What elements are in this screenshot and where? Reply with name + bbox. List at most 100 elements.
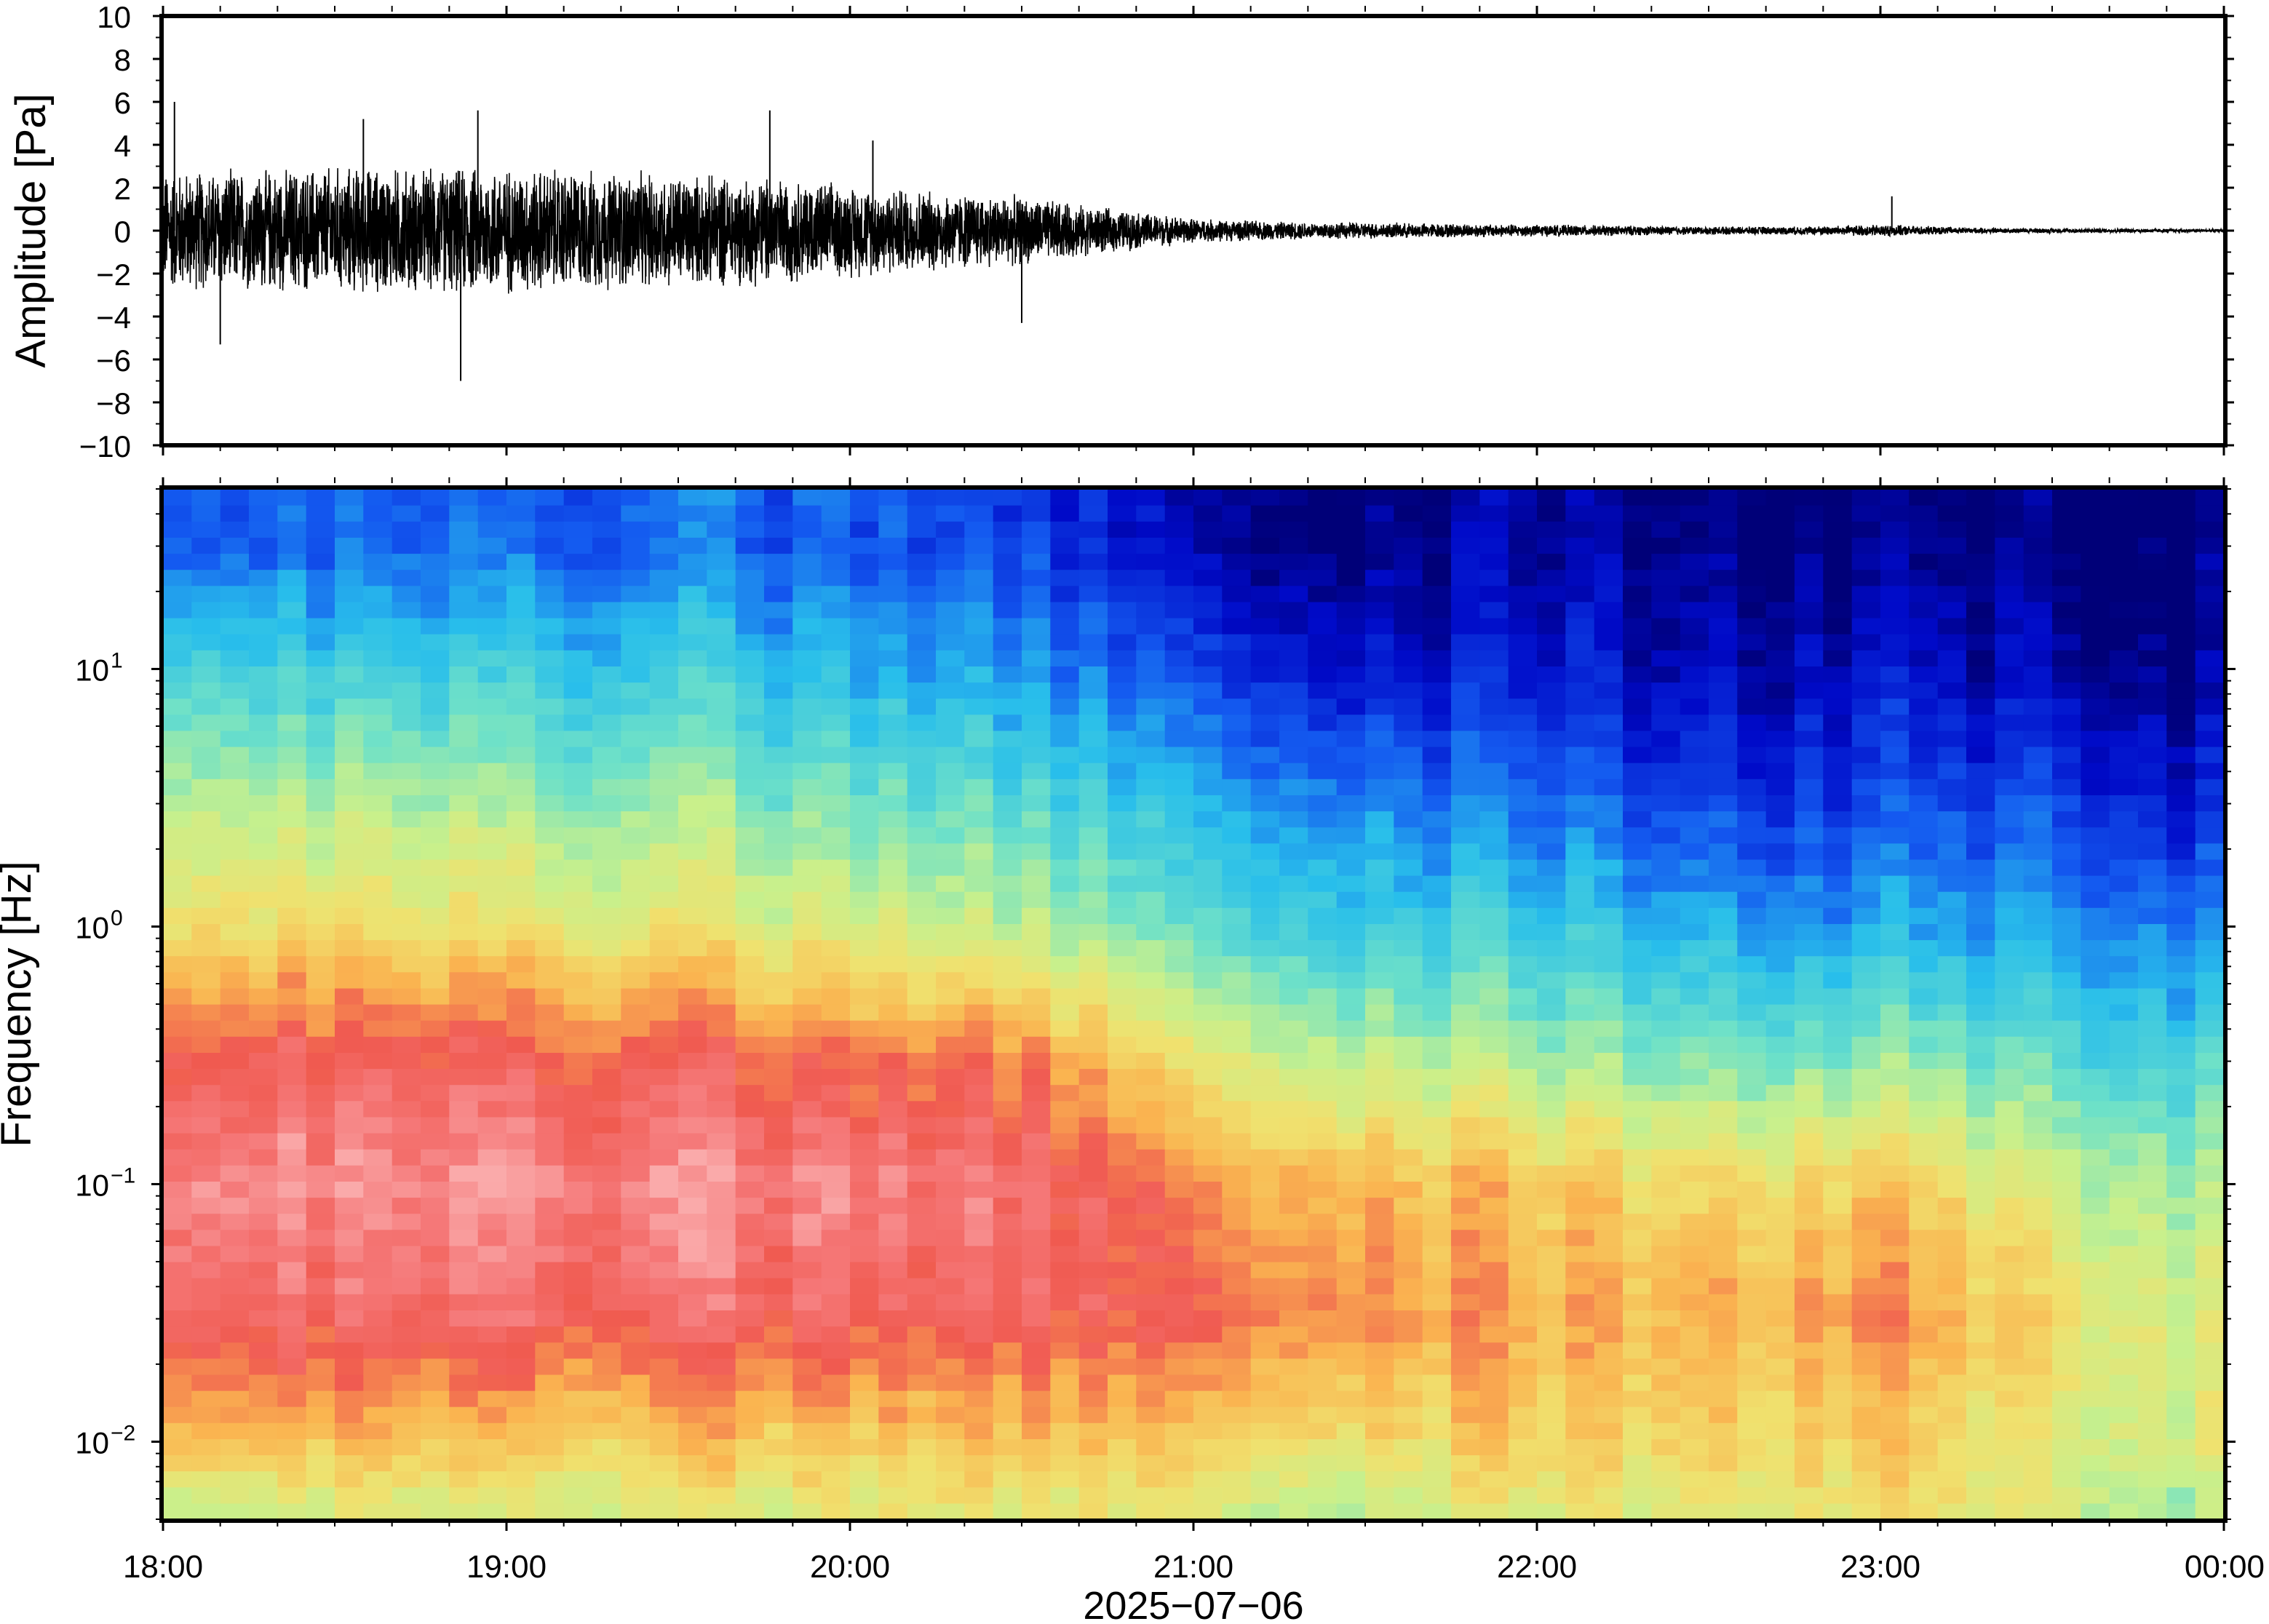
spectrogram-cell — [678, 1100, 707, 1118]
spectrogram-cell — [1308, 553, 1338, 570]
spectrogram-cell — [1451, 521, 1480, 538]
spectrogram-cell — [1108, 1470, 1137, 1488]
spectrogram-cell — [1108, 987, 1137, 1005]
spectrogram-cell — [1022, 1245, 1051, 1262]
spectrogram-cell — [1937, 601, 1967, 618]
spectrogram-cell — [1336, 955, 1366, 973]
spectrogram-cell — [1508, 650, 1538, 666]
spectrogram-cell — [1680, 1262, 1709, 1278]
spectrogram-cell — [2166, 1406, 2196, 1423]
spectrogram-cell — [1937, 505, 1967, 522]
spectrogram-cell — [1995, 1116, 2024, 1134]
spectrogram-cell — [1537, 585, 1566, 602]
spectrogram-cell — [649, 1181, 679, 1198]
spectrogram-cell — [1022, 875, 1051, 892]
spectrogram-cell — [1250, 1310, 1280, 1327]
spectrogram-cell — [1594, 1262, 1624, 1278]
spectrogram-cell — [2109, 1068, 2139, 1086]
spectrogram-cell — [535, 1197, 565, 1214]
spectrogram-cell — [535, 1358, 565, 1375]
spectrogram-cell — [1050, 650, 1080, 666]
spectrogram-cell — [306, 1084, 335, 1102]
spectrogram-cell — [678, 1374, 707, 1391]
spectrogram-cell — [335, 1438, 364, 1456]
spectrogram-cell — [936, 1100, 965, 1118]
spectrogram-cell — [1308, 1020, 1338, 1037]
spectrogram-cell — [993, 618, 1022, 634]
spectrogram-cell — [392, 505, 421, 522]
spectrogram-cell — [249, 569, 278, 586]
spectrogram-cell — [1709, 1149, 1738, 1166]
spectrogram-cell — [506, 1374, 536, 1391]
spectrogram-cell — [1451, 682, 1480, 699]
spectrogram-cell — [1594, 939, 1624, 957]
spectrogram-cell — [1680, 923, 1709, 941]
spectrogram-cell — [306, 747, 335, 763]
spectrogram-cell — [563, 714, 593, 731]
spectrogram-cell — [649, 843, 679, 860]
spectrogram-cell — [1193, 795, 1223, 812]
spectrogram-cell — [1279, 521, 1308, 538]
spectrogram-cell — [2138, 1068, 2167, 1086]
spectrogram-cell — [621, 505, 651, 522]
spectrogram-cell — [335, 618, 364, 634]
spectrogram-cell — [592, 1020, 621, 1037]
spectrogram-cell — [1795, 1068, 1824, 1086]
spectrogram-cell — [1422, 843, 1452, 860]
spectrogram-cell — [878, 875, 908, 892]
spectrogram-cell — [1451, 747, 1480, 763]
spectrogram-cell — [392, 859, 421, 876]
spectrogram-cell — [2138, 714, 2167, 731]
spectrogram-cell — [1823, 618, 1853, 634]
spectrogram-cell — [735, 763, 765, 779]
spectrogram-cell — [335, 1229, 364, 1246]
spectrogram-cell — [707, 1278, 736, 1294]
spectrogram-cell — [1279, 1438, 1308, 1456]
spectrogram-cell — [1623, 779, 1652, 795]
spectrogram-cell — [1823, 1036, 1853, 1053]
spectrogram-cell — [1765, 714, 1795, 731]
spectrogram-cell — [678, 1197, 707, 1214]
spectrogram-cell — [1279, 682, 1308, 699]
spectrogram-cell — [878, 843, 908, 860]
spectrogram-cell — [1250, 843, 1280, 860]
spectrogram-cell — [821, 1486, 851, 1504]
spectrogram-cell — [1222, 1406, 1252, 1423]
spectrogram-cell — [2023, 489, 2053, 506]
spectrogram-cell — [563, 1374, 593, 1391]
spectrogram-cell — [1050, 489, 1080, 506]
spectrogram-cell — [363, 1262, 393, 1278]
spectrogram-cell — [1479, 939, 1509, 957]
spectrogram-cell — [1651, 650, 1681, 666]
spectrogram-cell — [163, 1020, 192, 1037]
spectrogram-cell — [1078, 971, 1108, 989]
spectrogram-cell — [2081, 779, 2110, 795]
spectrogram-cell — [1078, 923, 1108, 941]
spectrogram-cell — [477, 553, 507, 570]
spectrogram-cell — [1737, 1358, 1767, 1375]
spectrogram-cell — [1651, 585, 1681, 602]
spectrogram-cell — [335, 682, 364, 699]
date-x-axis-label: 2025−07−06 — [1083, 1584, 1303, 1624]
spectrogram-cell — [1709, 569, 1738, 586]
spectrogram-cell — [535, 1438, 565, 1456]
spectrogram-cell — [449, 1084, 479, 1102]
spectrogram-cell — [1250, 666, 1280, 683]
spectrogram-cell — [335, 489, 364, 506]
spectrogram-cell — [878, 955, 908, 973]
spectrogram-cell — [477, 634, 507, 650]
spectrogram-cell — [936, 650, 965, 666]
spectrogram-cell — [249, 1390, 278, 1407]
spectrogram-cell — [1995, 1068, 2024, 1086]
spectrogram-cell — [1765, 1326, 1795, 1343]
spectrogram-cell — [1422, 489, 1452, 506]
spectrogram-cell — [1164, 634, 1194, 650]
spectrogram-cell — [1737, 1229, 1767, 1246]
spectrogram-cell — [1222, 698, 1252, 715]
spectrogram-cell — [2109, 795, 2139, 812]
spectrogram-cell — [621, 939, 651, 957]
spectrogram-cell — [421, 650, 450, 666]
spectrogram-cell — [535, 537, 565, 554]
spectrogram-cell — [306, 939, 335, 957]
spectrogram-cell — [764, 634, 793, 650]
